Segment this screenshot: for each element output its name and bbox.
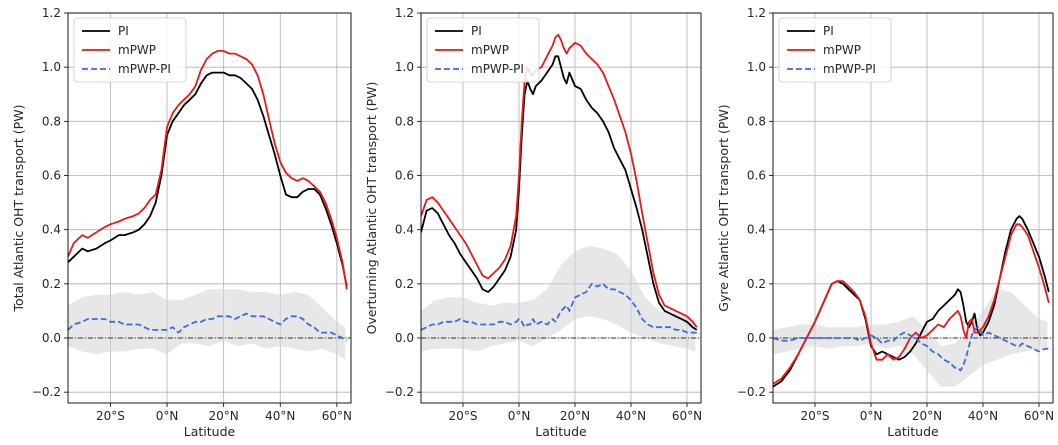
plot-area bbox=[68, 50, 351, 360]
x-tick-label: 20°S bbox=[801, 409, 830, 423]
y-tick-label: 1.2 bbox=[747, 6, 766, 20]
spread-band bbox=[421, 245, 696, 352]
y-tick-label: 0.8 bbox=[395, 114, 414, 128]
series-line-pi bbox=[773, 215, 1050, 388]
y-tick-label: −0.2 bbox=[32, 385, 61, 399]
series-line-mpwp-pi bbox=[773, 326, 1049, 372]
x-tick-label: 20°N bbox=[209, 409, 239, 423]
y-tick-label: 0.4 bbox=[395, 223, 414, 237]
x-axis-label: Latitude bbox=[887, 424, 939, 439]
y-tick-label: 0.2 bbox=[42, 277, 61, 291]
x-tick-label: 40°N bbox=[616, 409, 646, 423]
y-tick-label: 0.4 bbox=[747, 223, 766, 237]
x-tick-label: 20°N bbox=[912, 409, 942, 423]
legend-label-mpwp: mPWP bbox=[118, 43, 156, 57]
y-tick-label: 0.2 bbox=[395, 277, 414, 291]
y-tick-label: 0.2 bbox=[747, 277, 766, 291]
x-axis-label: Latitude bbox=[184, 424, 236, 439]
y-tick-label: 0.8 bbox=[747, 114, 766, 128]
y-tick-label: 0.6 bbox=[42, 169, 61, 183]
y-tick-label: 1.0 bbox=[42, 60, 61, 74]
series-line-mpwp bbox=[773, 223, 1050, 385]
y-tick-label: 0.0 bbox=[42, 331, 61, 345]
series-line-mpwp-pi bbox=[421, 282, 697, 334]
plot-area bbox=[421, 33, 701, 352]
y-tick-label: 0.4 bbox=[42, 223, 61, 237]
x-tick-label: 60°N bbox=[322, 409, 352, 423]
chart-panel-3: 20°S 0°N 20°N 40°N 60°N −0.2 0.0 0.2 0.4 0.6 0.8 1.… bbox=[716, 6, 1054, 439]
y-tick-label: 1.0 bbox=[395, 60, 414, 74]
axes-frame bbox=[67, 12, 352, 404]
legend-box bbox=[778, 17, 892, 83]
legend-label-mpwp-pi: mPWP-PI bbox=[823, 62, 876, 76]
legend-label-pi: PI bbox=[471, 24, 482, 38]
chart-panel-1: 20°S 0°N 20°N 40°N 60°N −0.2 0.0 0.2 0.4 0.6 0.8 1.… bbox=[11, 6, 352, 439]
x-tick-label: 20°S bbox=[96, 409, 125, 423]
x-tick-label: 20°N bbox=[560, 409, 590, 423]
series-line-pi bbox=[421, 55, 698, 331]
y-axis-label: Overturning Atlantic OHT transport (PW) bbox=[364, 82, 379, 335]
legend-label-mpwp-pi: mPWP-PI bbox=[118, 62, 171, 76]
legend-label-mpwp: mPWP bbox=[471, 43, 509, 57]
x-tick-label: 60°N bbox=[672, 409, 702, 423]
x-tick-label: 20°S bbox=[449, 409, 478, 423]
y-axis-label: Total Atlantic OHT transport (PW) bbox=[11, 105, 26, 313]
y-tick-label: 0.0 bbox=[395, 331, 414, 345]
series-line-mpwp bbox=[421, 33, 698, 328]
spread-band bbox=[68, 289, 346, 360]
series-line-pi bbox=[68, 71, 348, 287]
y-tick-label: 0.0 bbox=[747, 331, 766, 345]
y-tick-label: −0.2 bbox=[737, 385, 766, 399]
legend-label-pi: PI bbox=[823, 24, 834, 38]
y-axis-label: Gyre Atlantic OHT transport (PW) bbox=[716, 104, 731, 311]
y-tick-label: 0.6 bbox=[747, 169, 766, 183]
y-tick-label: 0.8 bbox=[42, 114, 61, 128]
legend-box bbox=[426, 17, 540, 83]
x-tick-label: 0°N bbox=[508, 409, 531, 423]
plot-area bbox=[773, 215, 1053, 388]
x-tick-label: 0°N bbox=[860, 409, 883, 423]
x-tick-label: 40°N bbox=[265, 409, 295, 423]
legend-label-mpwp: mPWP bbox=[823, 43, 861, 57]
y-tick-label: 0.6 bbox=[395, 169, 414, 183]
series-line-mpwp-pi bbox=[68, 312, 348, 342]
legend-box bbox=[73, 17, 187, 83]
y-tick-label: 1.2 bbox=[42, 6, 61, 20]
x-axis-label: Latitude bbox=[535, 424, 587, 439]
legend-label-mpwp-pi: mPWP-PI bbox=[471, 62, 524, 76]
x-tick-label: 60°N bbox=[1024, 409, 1054, 423]
series-line-mpwp bbox=[68, 50, 348, 290]
y-tick-label: −0.2 bbox=[385, 385, 414, 399]
axes-frame bbox=[772, 12, 1054, 404]
x-tick-label: 0°N bbox=[156, 409, 179, 423]
y-tick-label: 1.0 bbox=[747, 60, 766, 74]
chart-panel-2: 20°S 0°N 20°N 40°N 60°N −0.2 0.0 0.2 0.4 0.6 0.8 1.… bbox=[364, 6, 702, 439]
axes-frame bbox=[420, 12, 702, 404]
y-tick-label: 1.2 bbox=[395, 6, 414, 20]
legend-label-pi: PI bbox=[118, 24, 129, 38]
x-tick-label: 40°N bbox=[968, 409, 998, 423]
